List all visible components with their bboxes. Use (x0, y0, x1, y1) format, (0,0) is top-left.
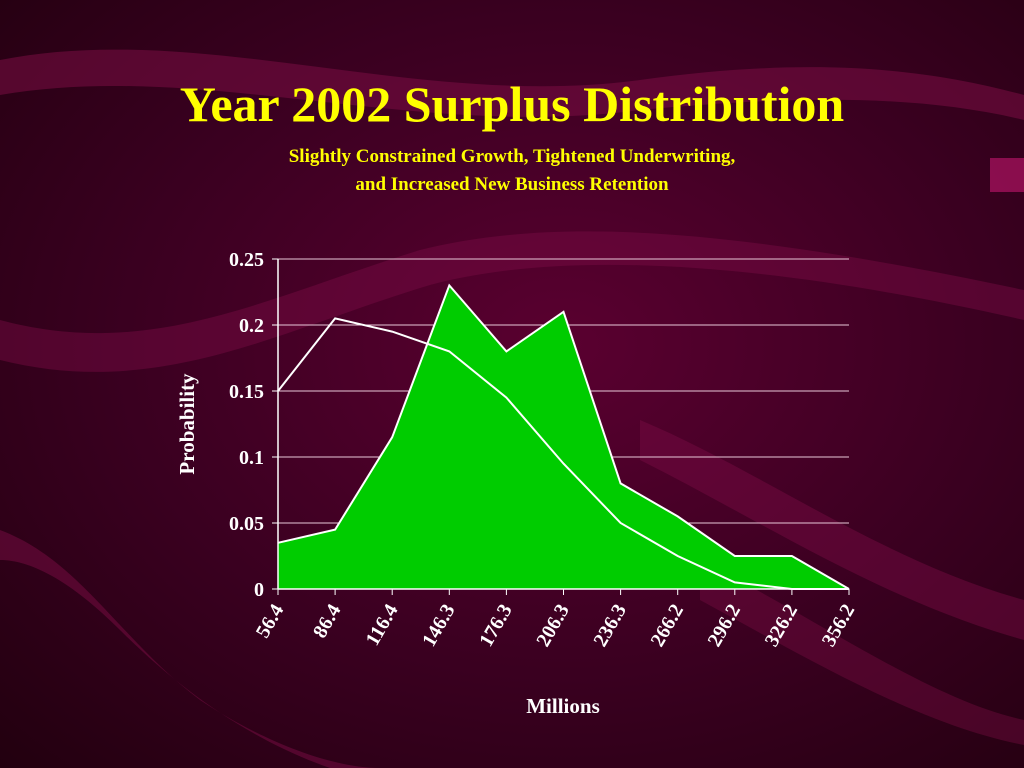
x-axis-label: Millions (526, 694, 600, 718)
subtitle-line-1: Slightly Constrained Growth, Tightened U… (288, 146, 736, 167)
y-tick-label: 0.25 (229, 249, 264, 271)
x-tick-label: 236.3 (589, 601, 631, 651)
x-tick-label: 266.2 (646, 601, 688, 651)
x-tick-label: 56.4 (252, 601, 289, 642)
probability-line (277, 317, 849, 590)
line-series (277, 317, 849, 590)
x-tick-labels: 56.4 86.4 116.4 146.3 176.3 206.3 236.3 266.2 29… (252, 601, 860, 651)
axes (272, 258, 850, 595)
x-tick-label: 206.3 (532, 601, 574, 651)
swoosh-top (0, 49, 1024, 120)
swoosh-right-low (700, 560, 1024, 745)
y-tick-label: 0.15 (229, 381, 264, 403)
y-tick-label: 0.1 (239, 447, 264, 469)
x-tick-label: 116.4 (362, 601, 403, 650)
x-tick-label: 326.2 (761, 601, 803, 651)
area-series (277, 283, 850, 590)
y-tick-labels: 0 0.05 0.1 0.15 0.2 0.25 (229, 249, 264, 601)
swoosh-right (640, 420, 1024, 640)
x-tick-label: 146.3 (418, 601, 460, 651)
x-tick-label: 176.3 (475, 601, 517, 651)
side-tab (990, 158, 1024, 192)
y-axis-label: Probability (175, 373, 199, 475)
y-tick-label: 0.2 (239, 315, 264, 337)
x-tick-label: 356.2 (818, 601, 860, 651)
swoosh-mid (0, 231, 1024, 372)
x-tick-label: 296.2 (704, 601, 746, 651)
slide-title: Year 2002 Surplus Distribution (179, 76, 845, 132)
swoosh-bottom (0, 530, 380, 768)
x-tick-label: 86.4 (309, 601, 346, 642)
area-outline (277, 283, 850, 590)
y-tick-label: 0 (254, 579, 264, 601)
subtitle-line-2: and Increased New Business Retention (355, 174, 669, 195)
y-tick-label: 0.05 (229, 513, 264, 535)
area-fill (278, 285, 849, 589)
